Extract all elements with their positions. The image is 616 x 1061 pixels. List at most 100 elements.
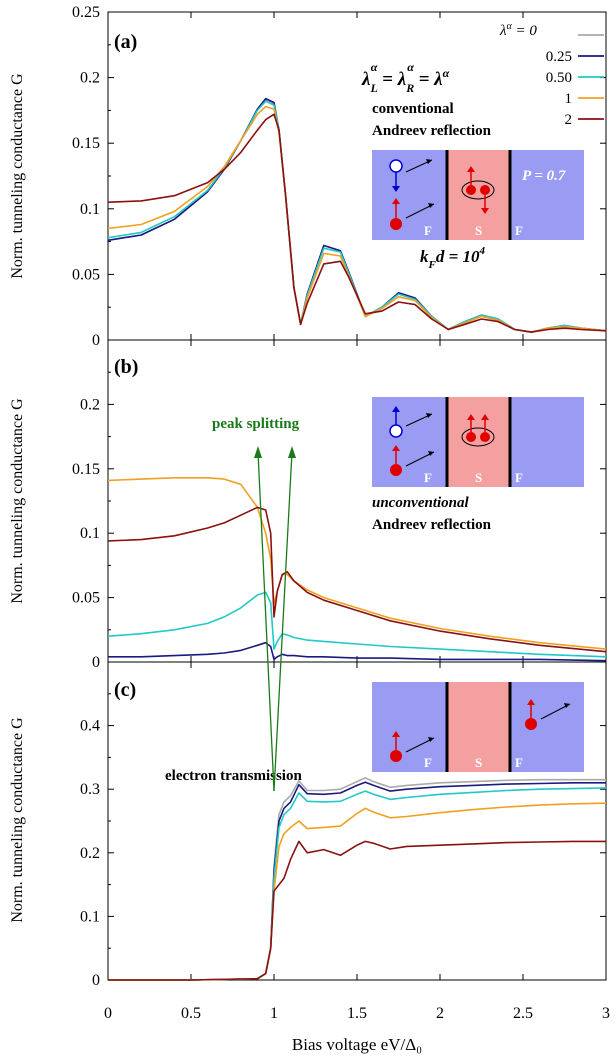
x-tick-label: 3: [602, 1005, 610, 1022]
inset-b-ferro-right: [510, 397, 584, 487]
inset-c-ferro-left: [372, 682, 447, 772]
panel-b: 0 0.05 0.1 0.15 0.2 F S F: [72, 339, 607, 671]
y-tick-label: 0.2: [80, 396, 100, 413]
cooper-pair-icon: [461, 180, 495, 200]
pair-spin-up-head: [467, 166, 475, 172]
peak-splitting-label: peak splitting: [212, 416, 300, 432]
hole-icon: [389, 424, 403, 438]
panel-b-note-line1: unconventional: [372, 495, 470, 511]
panel-c-inset: F S F: [372, 682, 584, 772]
transmitted-electron-icon: [525, 718, 537, 730]
panel-a-inset: F S F P = 0.7: [372, 150, 584, 240]
panel-a: 0 0.05 0.1 0.15 0.2 0.25 F S F P = 0.7: [72, 4, 607, 349]
legend-label: 0.50: [546, 70, 572, 86]
y-axis-label-b: Norm. tunneling conductance G: [9, 398, 26, 604]
electron-trajectory-head: [428, 451, 434, 456]
electron-spin-arrowhead: [392, 445, 400, 451]
electron-icon: [390, 464, 402, 476]
panel-a-note-line2: Andreev reflection: [372, 123, 492, 139]
series-line-2: [107, 113, 607, 333]
legend: λα = 0 0.25 0.50 1 2: [499, 21, 604, 128]
inset-a-super: [447, 150, 510, 240]
y-tick-label: 0.25: [72, 4, 100, 21]
peak-arrow-right-head: [288, 446, 296, 458]
x-tick-label: 0.5: [181, 1005, 201, 1022]
inset-b-ferro-left: [372, 397, 447, 487]
hole-trajectory-head: [426, 413, 432, 418]
panel-b-label: (b): [114, 356, 138, 378]
y-tick-label: 0: [92, 654, 100, 671]
panel-b-frame: [107, 339, 607, 663]
inset-c-ferro-right: [510, 682, 584, 772]
panel-b-axes: 0 0.05 0.1 0.15 0.2: [72, 340, 607, 671]
series-line-1: [107, 477, 607, 650]
electron-icon: [390, 218, 402, 230]
panel-c-axes: 0 0.1 0.2 0.3 0.4: [80, 662, 607, 989]
y-tick-label: 0.15: [72, 461, 100, 478]
inset-a-ferro-left: [372, 150, 447, 240]
inset-c-label-s: S: [475, 755, 482, 770]
panel-a-label: (a): [114, 31, 137, 53]
y-tick-label: 0.1: [80, 525, 100, 542]
pair-spin-up-head: [467, 414, 475, 420]
y-tick-label: 0.15: [72, 135, 100, 152]
y-tick-label: 0.1: [80, 908, 100, 925]
transmitted-trajectory-icon: [540, 703, 571, 720]
peak-arrow-right: [273, 451, 293, 792]
electron-trajectory-head: [428, 203, 434, 208]
series-line-0.25: [108, 641, 607, 662]
inset-a-polarization: P = 0.7: [522, 168, 566, 184]
pair-spin-down-head: [481, 208, 489, 214]
x-tick-label: 1: [270, 1005, 278, 1022]
series-line-2: [108, 840, 606, 981]
legend-label: 1: [565, 91, 573, 107]
y-tick-label: 0.2: [80, 845, 100, 862]
electron-trajectory-head: [428, 737, 434, 742]
panel-c-label: (c): [114, 679, 136, 701]
inset-a-ferro-right: [510, 150, 584, 240]
pair-electron-2: [480, 185, 490, 195]
hole-spin-arrowhead: [392, 186, 400, 192]
transmitted-trajectory-head: [564, 703, 570, 708]
inset-a-label-s: S: [475, 223, 482, 238]
inset-c-label-f1: F: [424, 755, 432, 770]
electron-spin-arrowhead: [392, 731, 400, 737]
electron-icon: [390, 750, 402, 762]
panel-c: 0 0.1 0.2 0.3 0.4 F S F (c) electron transmi…: [80, 661, 607, 989]
y-axis-label-a: Norm. tunneling conductance G: [9, 73, 26, 279]
y-tick-label: 0: [92, 972, 100, 989]
inset-c-label-f2: F: [515, 755, 523, 770]
legend-label: 0.25: [546, 49, 572, 65]
peak-splitting-arrows: [254, 446, 296, 792]
peak-arrow-left: [257, 451, 275, 792]
x-tick-labels: 0 0.5 1 1.5 2 2.5 3: [104, 1005, 610, 1022]
x-tick-label: 0: [104, 1005, 112, 1022]
legend-title: λα = 0: [499, 21, 537, 39]
pair-electron-1: [466, 432, 476, 442]
electron-spin-arrowhead: [392, 198, 400, 204]
series-line-0.50: [107, 591, 607, 658]
panel-a-curves: [107, 97, 607, 333]
legend-title-value: 0: [529, 23, 537, 39]
panel-a-note-line1: conventional: [372, 101, 454, 117]
series-line-0: [108, 777, 606, 981]
hole-spin-arrowhead: [392, 406, 400, 412]
series-line-2: [107, 506, 607, 653]
y-tick-label: 0: [92, 332, 100, 349]
panel-c-note: electron transmission: [165, 768, 302, 784]
series-line-1: [108, 802, 607, 981]
peak-arrow-left-head: [254, 446, 262, 458]
x-tick-label: 1.5: [347, 1005, 367, 1022]
panel-b-inset: F S F: [372, 397, 584, 487]
y-tick-label: 0.1: [80, 201, 100, 218]
pair-electron-1: [466, 185, 476, 195]
x-axis-label: Bias voltage eV/Δ₀: [292, 1035, 422, 1054]
hole-trajectory-head: [426, 159, 432, 164]
inset-b-label-s: S: [475, 470, 482, 485]
pair-electron-2: [480, 432, 490, 442]
series-line-0.50: [108, 787, 607, 981]
y-tick-label: 0.05: [72, 590, 100, 607]
x-tick-label: 2: [436, 1005, 444, 1022]
series-line-0.25: [108, 781, 606, 981]
inset-c-super: [447, 682, 510, 772]
